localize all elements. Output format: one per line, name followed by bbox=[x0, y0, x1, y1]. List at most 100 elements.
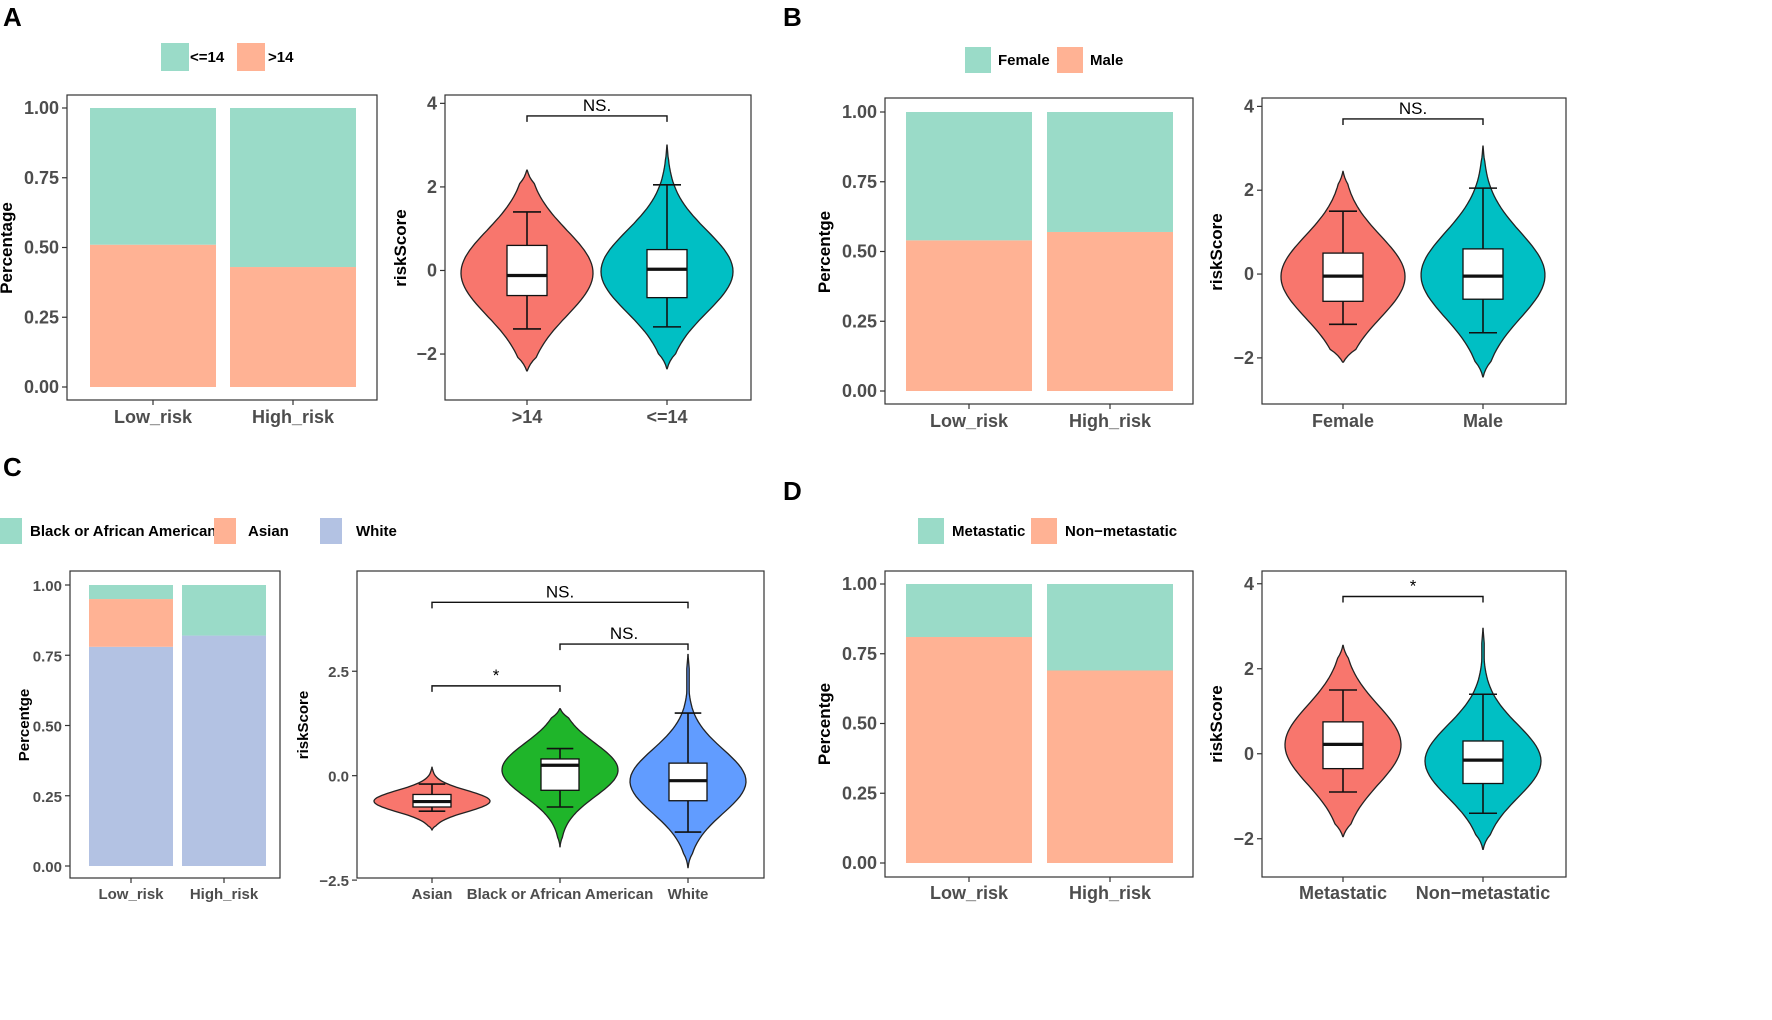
y-axis-title: Percentge bbox=[815, 683, 834, 765]
panel-label-a: A bbox=[3, 2, 22, 32]
comparison-bracket bbox=[1342, 595, 1484, 603]
bar-segment bbox=[1047, 231, 1173, 391]
y-axis-title: riskScore bbox=[295, 691, 312, 759]
panel-label-d: D bbox=[783, 476, 802, 506]
bar-segment bbox=[906, 637, 1032, 863]
plot-frame bbox=[356, 570, 765, 879]
x-tick-label: Low_risk bbox=[114, 407, 193, 427]
y-tick-label: 0.75 bbox=[842, 172, 877, 192]
legend-panel-c: Black or African American Asian White bbox=[0, 518, 397, 544]
y-tick-label: 0.00 bbox=[842, 381, 877, 401]
y-tick-label: 0.50 bbox=[842, 242, 877, 262]
stacked-bar-chart-d: Low_risk High_risk 0.00 0.25 0.50 0.75 1.00 Per… bbox=[815, 570, 1194, 903]
y-tick-label: 0.00 bbox=[842, 853, 877, 873]
violin-chart-c: Asian Black or African American White * NS. N… bbox=[295, 570, 765, 903]
y-tick-label: 1.00 bbox=[842, 102, 877, 122]
y-tick-label: 4 bbox=[1244, 574, 1254, 594]
y-tick-label: 0.75 bbox=[33, 648, 62, 665]
y-tick-label: 0.25 bbox=[842, 311, 877, 331]
y-tick-label: 1.00 bbox=[842, 574, 877, 594]
bar-segment bbox=[90, 108, 216, 245]
legend-label: <=14 bbox=[190, 49, 225, 66]
legend-label: >14 bbox=[268, 49, 294, 66]
box bbox=[1462, 248, 1504, 300]
panel-label-c: C bbox=[3, 452, 22, 482]
y-tick-label: −2 bbox=[1233, 829, 1254, 849]
legend-panel-d: Metastatic Non−metastatic bbox=[918, 518, 1177, 544]
plot-frame bbox=[69, 570, 281, 879]
y-tick-label: 0 bbox=[1244, 744, 1254, 764]
stacked-bar-chart-a: Low_risk High_risk 0.00 0.25 0.50 0.75 1.00 Per… bbox=[0, 94, 378, 427]
comparison-bracket bbox=[431, 685, 561, 692]
violin-chart-a: >14 <=14 NS. −2 0 2 4 riskScore bbox=[391, 93, 752, 427]
x-tick-label: High_risk bbox=[252, 407, 335, 427]
y-tick-label: 2 bbox=[1244, 659, 1254, 679]
y-axis-title: Percentge bbox=[16, 689, 33, 762]
bar-segment bbox=[1047, 112, 1173, 232]
panel-label-b: B bbox=[783, 2, 802, 32]
box bbox=[506, 244, 548, 297]
y-tick-label: 2 bbox=[427, 177, 437, 197]
legend-label: Black or African American bbox=[30, 523, 216, 540]
legend-label: Non−metastatic bbox=[1065, 523, 1177, 540]
plot-frame bbox=[1261, 570, 1567, 878]
comparison-bracket bbox=[559, 643, 689, 651]
comparison-bracket bbox=[526, 115, 668, 122]
x-tick-label: Female bbox=[1312, 411, 1374, 431]
x-tick-label: High_risk bbox=[190, 886, 259, 903]
x-tick-label: High_risk bbox=[1069, 883, 1152, 903]
bar-segment bbox=[90, 244, 216, 387]
y-tick-label: 2 bbox=[1244, 180, 1254, 200]
y-tick-label: 0.50 bbox=[33, 719, 62, 736]
legend-panel-b: Female Male bbox=[965, 47, 1123, 73]
plot-frame bbox=[1261, 97, 1567, 405]
significance-label: NS. bbox=[583, 96, 611, 115]
bar-segment bbox=[1047, 670, 1173, 863]
x-tick-label: White bbox=[668, 886, 709, 903]
x-tick-label: Black or African American bbox=[467, 886, 653, 903]
legend-swatch bbox=[918, 518, 944, 544]
significance-label: NS. bbox=[610, 624, 638, 643]
x-tick-label: <=14 bbox=[646, 407, 687, 427]
x-tick-label: Asian bbox=[412, 886, 453, 903]
box bbox=[646, 248, 688, 299]
y-tick-label: 0.00 bbox=[24, 377, 59, 397]
y-tick-label: 0 bbox=[1244, 264, 1254, 284]
y-tick-label: 4 bbox=[427, 93, 437, 113]
legend-swatch bbox=[0, 518, 22, 544]
violin-chart-b: Female Male NS. −2 0 2 4 riskScore bbox=[1207, 96, 1567, 431]
violin-chart-d: Metastatic Non−metastatic * −2 0 2 4 riskScore bbox=[1207, 570, 1567, 903]
legend-swatch bbox=[965, 47, 991, 73]
bar-segment bbox=[906, 112, 1032, 241]
y-axis-title: riskScore bbox=[391, 209, 410, 287]
legend-label: White bbox=[356, 523, 397, 540]
x-tick-label: Low_risk bbox=[930, 883, 1009, 903]
y-tick-label: 0.25 bbox=[24, 307, 59, 327]
bar-segment bbox=[89, 599, 173, 647]
legend-swatch bbox=[214, 518, 236, 544]
significance-label: * bbox=[1410, 577, 1417, 596]
bar-segment bbox=[1047, 584, 1173, 671]
x-tick-label: Non−metastatic bbox=[1416, 883, 1551, 903]
significance-label: * bbox=[493, 666, 500, 685]
legend-swatch bbox=[237, 43, 265, 71]
y-tick-label: −2 bbox=[1233, 348, 1254, 368]
y-axis-title: Percentage bbox=[0, 202, 16, 294]
legend-swatch bbox=[161, 43, 189, 71]
y-tick-label: 4 bbox=[1244, 96, 1254, 116]
legend-label: Male bbox=[1090, 52, 1123, 69]
x-tick-label: High_risk bbox=[1069, 411, 1152, 431]
bar-segment bbox=[906, 240, 1032, 391]
bar-segment bbox=[906, 584, 1032, 638]
bar-segment bbox=[182, 585, 266, 636]
y-tick-label: 0.50 bbox=[842, 714, 877, 734]
y-tick-label: −2.5 bbox=[319, 873, 349, 890]
bar-segment bbox=[89, 646, 173, 866]
y-axis-title: Percentge bbox=[815, 211, 834, 293]
comparison-bracket bbox=[1342, 118, 1484, 125]
legend-label: Asian bbox=[248, 523, 289, 540]
y-tick-label: 0.50 bbox=[24, 238, 59, 258]
legend-swatch bbox=[1031, 518, 1057, 544]
y-tick-label: 0.25 bbox=[842, 783, 877, 803]
